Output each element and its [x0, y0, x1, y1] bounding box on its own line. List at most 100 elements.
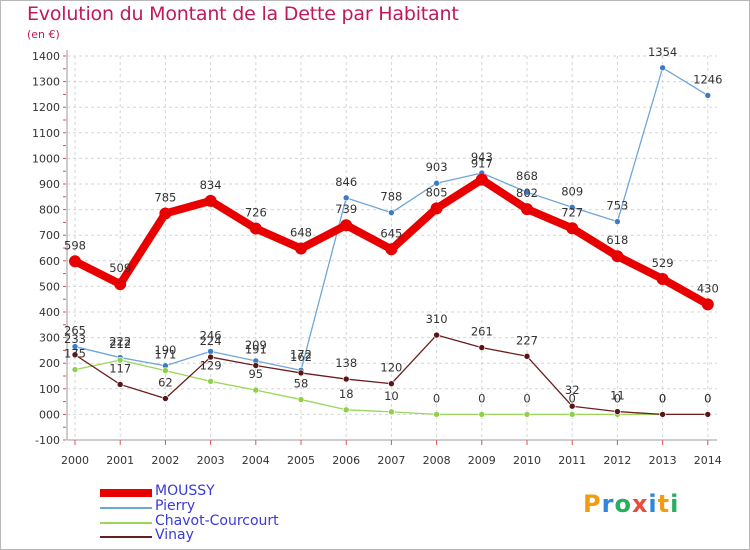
data-point: [475, 173, 488, 186]
data-label: 0: [704, 391, 711, 405]
logo-letter: x: [631, 490, 649, 518]
y-tick-label: 500: [39, 280, 60, 293]
data-label: 0: [569, 391, 576, 405]
data-label: 726: [245, 206, 267, 220]
data-point: [388, 209, 395, 216]
unit-label: (en €): [27, 28, 60, 41]
data-point: [566, 222, 579, 235]
data-label: 246: [200, 328, 222, 342]
x-tick-label: 2014: [694, 454, 722, 467]
data-label: 0: [659, 391, 666, 405]
y-tick-label: -100: [35, 434, 60, 447]
data-point: [433, 179, 440, 187]
data-label: 753: [606, 199, 628, 213]
data-point: [568, 411, 576, 418]
data-point: [204, 194, 217, 207]
data-point: [659, 411, 666, 418]
data-label: 0: [433, 391, 440, 405]
x-tick-label: 2008: [423, 454, 451, 467]
x-tick-label: 2012: [603, 454, 631, 467]
data-label: 785: [154, 190, 176, 204]
axes: -100000100200300400500600700800900100011…: [32, 50, 722, 467]
data-label: 209: [245, 338, 267, 352]
legend-label: Vinay: [155, 527, 194, 543]
data-label: 0: [478, 391, 485, 405]
data-point: [162, 395, 169, 402]
x-tick-label: 2004: [242, 454, 270, 467]
data-label: 1354: [648, 45, 677, 59]
data-point: [249, 222, 262, 235]
data-label: 10: [384, 389, 399, 403]
data-label: 529: [652, 256, 674, 270]
data-label: 224: [200, 334, 222, 348]
x-tick-label: 2003: [197, 454, 225, 467]
data-point: [116, 356, 124, 364]
data-point: [116, 381, 124, 388]
data-label: 261: [471, 325, 493, 339]
y-tick-label: 600: [39, 255, 60, 268]
legend-label: Pierry: [155, 498, 196, 514]
data-label: 171: [154, 348, 176, 362]
data-label: 739: [335, 202, 357, 216]
y-tick-label: 900: [39, 178, 60, 191]
data-label: 233: [64, 332, 86, 346]
data-point: [342, 375, 350, 383]
data-point: [207, 378, 214, 385]
data-point: [252, 362, 260, 369]
data-point: [71, 343, 79, 350]
data-point: [523, 352, 531, 360]
data-point: [701, 298, 714, 311]
data-point: [297, 396, 305, 403]
data-label: 805: [426, 185, 448, 199]
x-tick-label: 2013: [649, 454, 677, 467]
y-tick-label: 1300: [32, 76, 60, 89]
x-tick-label: 2009: [468, 454, 496, 467]
data-point: [69, 255, 81, 268]
legend-label: MOUSSY: [155, 483, 215, 499]
data-label: 0: [659, 391, 666, 405]
data-label: 509: [109, 261, 131, 275]
logo-letter: i: [670, 490, 680, 518]
data-point: [656, 272, 669, 285]
data-point: [342, 406, 350, 414]
legend-swatch: [100, 489, 152, 497]
series: [69, 64, 714, 418]
data-label: 0: [523, 391, 530, 405]
data-label: 788: [380, 190, 402, 204]
x-tick-label: 2001: [106, 454, 134, 467]
data-point: [114, 278, 127, 291]
x-tick-label: 2010: [513, 454, 541, 467]
y-tick-label: 200: [39, 357, 60, 370]
data-point: [614, 218, 621, 225]
data-labels: 598 509 785 834 726 648 739 645 805 917 802 727 618 5…: [64, 45, 722, 406]
data-label: 943: [471, 150, 493, 164]
grid: [67, 55, 717, 441]
logo-letter: t: [657, 490, 671, 518]
data-label: 62: [158, 376, 173, 390]
data-label: 58: [294, 377, 309, 391]
data-point: [388, 380, 395, 387]
data-point: [478, 411, 486, 418]
data-point: [478, 344, 486, 351]
data-point: [159, 207, 172, 220]
logo-letter: o: [614, 490, 632, 518]
data-label: 265: [64, 324, 86, 338]
data-label: 310: [426, 312, 448, 326]
data-point: [523, 411, 531, 418]
data-point: [568, 203, 576, 211]
data-label: 117: [109, 361, 131, 375]
data-label: 120: [380, 361, 402, 375]
data-point: [704, 411, 712, 418]
x-tick-label: 2007: [377, 454, 405, 467]
x-tick-label: 2002: [151, 454, 179, 467]
data-point: [385, 243, 398, 256]
data-label: 0: [704, 391, 711, 405]
x-tick-label: 2005: [287, 454, 315, 467]
data-point: [342, 194, 350, 202]
data-point: [388, 408, 395, 416]
data-label: 917: [471, 157, 493, 171]
data-label: 648: [290, 226, 312, 240]
data-label: 138: [335, 356, 357, 370]
data-label: 834: [200, 178, 222, 192]
